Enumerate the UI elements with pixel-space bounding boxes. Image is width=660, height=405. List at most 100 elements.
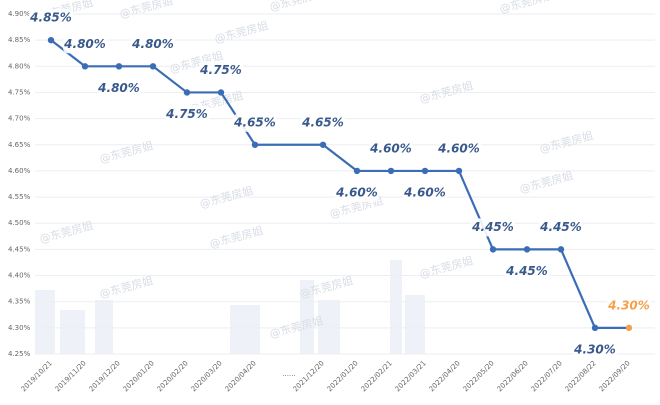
point: [421, 167, 429, 175]
x-tick-label: 2019/12/20: [88, 359, 122, 393]
value-label: 4.80%: [97, 81, 140, 95]
label-bg: [471, 218, 515, 237]
value-label: 4.75%: [199, 63, 242, 77]
label-bg: [573, 340, 617, 359]
label-bg: [233, 113, 277, 132]
y-tick-label: 4.90%: [8, 10, 31, 18]
x-tick-label: 2022/09/20: [598, 359, 632, 393]
label-bg: [403, 183, 447, 202]
value-label: 4.60%: [335, 185, 378, 199]
y-tick-label: 4.25%: [8, 350, 31, 358]
watermark: @东莞房姐: [118, 0, 175, 21]
label-bg: [335, 183, 379, 202]
watermark: @东莞房姐: [208, 223, 265, 251]
y-tick-label: 4.80%: [8, 62, 31, 70]
label-bg: [607, 296, 651, 315]
point: [387, 167, 395, 175]
label-bg: [165, 105, 209, 124]
value-label: 4.85%: [29, 11, 72, 25]
point: [183, 89, 191, 96]
y-tick-label: 4.40%: [8, 272, 31, 280]
watermark: @东莞房姐: [38, 218, 95, 246]
x-tick-label: 2022/07/20: [530, 359, 564, 393]
watermark: @东莞房姐: [268, 0, 325, 14]
point: [353, 167, 361, 175]
label-bg: [199, 61, 243, 80]
watermark: @东莞房姐: [518, 168, 575, 196]
value-label: 4.30%: [573, 342, 616, 356]
x-tick-label: 2022/05/20: [462, 359, 496, 393]
label-bg: [369, 139, 413, 158]
watermark: @东莞房姐: [418, 78, 475, 106]
y-tick-label: 4.85%: [8, 36, 31, 44]
y-tick-label: 4.30%: [8, 324, 31, 332]
watermark: @东莞房姐: [268, 313, 325, 341]
value-label: 4.80%: [63, 37, 106, 51]
value-label: 4.45%: [539, 220, 582, 234]
skyline: [35, 260, 425, 354]
value-label: 4.80%: [131, 37, 174, 51]
x-tick-label: 2022/06/20: [496, 359, 530, 393]
value-label: 4.65%: [233, 115, 276, 129]
label-bg: [505, 262, 549, 281]
y-tick-label: 4.35%: [8, 298, 31, 306]
x-tick-label: 2020/01/20: [122, 359, 156, 393]
watermark: @东莞房姐: [538, 128, 595, 156]
label-bg: [131, 35, 175, 54]
x-tick-label: 2020/02/20: [156, 359, 190, 393]
watermark: @东莞房姐: [98, 273, 155, 301]
value-label: 4.45%: [505, 264, 548, 278]
label-bg: [97, 79, 141, 98]
x-tick-label: 2019/11/20: [54, 359, 88, 393]
label-bg: [539, 218, 583, 237]
label-bg: [29, 9, 73, 28]
x-tick-label: 2022/03/21: [394, 359, 428, 393]
point: [455, 167, 463, 175]
x-tick-label: 2022/02/21: [360, 359, 394, 393]
watermark: @东莞房姐: [418, 253, 475, 281]
y-tick-label: 4.60%: [8, 167, 31, 175]
watermark: @东莞房姐: [198, 183, 255, 211]
point: [47, 36, 55, 44]
point: [625, 324, 633, 332]
value-label: 4.60%: [437, 141, 480, 155]
x-tick-label: 2022/01/20: [326, 359, 360, 393]
point: [217, 89, 225, 96]
value-label: 4.65%: [301, 115, 344, 129]
x-tick-label: 2021/12/20: [292, 359, 326, 393]
point: [115, 63, 123, 70]
value-label: 4.45%: [471, 220, 514, 234]
y-tick-label: 4.55%: [8, 193, 31, 201]
label-bg: [63, 35, 107, 54]
point: [557, 246, 565, 253]
point: [149, 63, 157, 70]
value-label: 4.60%: [369, 141, 412, 155]
point: [523, 246, 531, 253]
watermark: @东莞房姐: [213, 18, 270, 46]
point: [81, 63, 89, 70]
point: [251, 141, 259, 148]
point: [489, 246, 497, 253]
y-tick-label: 4.45%: [8, 245, 31, 253]
value-label: 4.30%: [607, 298, 650, 312]
watermark: @东莞房姐: [298, 273, 355, 301]
value-label: 4.60%: [403, 185, 446, 199]
label-bg: [301, 113, 345, 132]
y-tick-label: 4.65%: [8, 141, 31, 149]
x-tick-label: 2020/03/20: [190, 359, 224, 393]
y-tick-label: 4.50%: [8, 219, 31, 227]
watermark: @东莞房姐: [98, 138, 155, 166]
y-tick-label: 4.75%: [8, 88, 31, 96]
x-tick-label: 2022/04/20: [428, 359, 462, 393]
x-tick-label: 2019/10/21: [20, 359, 54, 393]
watermark: @东莞房姐: [498, 0, 555, 16]
point: [319, 141, 327, 148]
x-tick-label: 2022/08/22: [564, 359, 598, 393]
gap-label: ......: [282, 370, 295, 378]
x-tick-label: 2020/04/20: [224, 359, 258, 393]
point: [591, 324, 599, 332]
y-tick-label: 4.70%: [8, 115, 31, 123]
value-label: 4.75%: [165, 107, 208, 121]
label-bg: [437, 139, 481, 158]
